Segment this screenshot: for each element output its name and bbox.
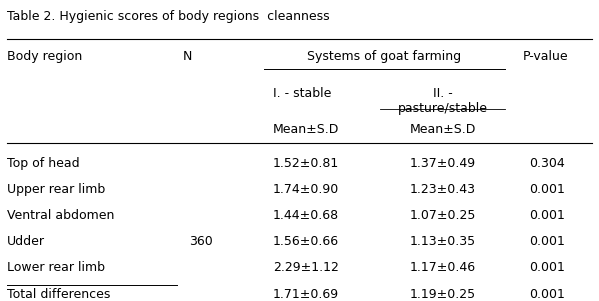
Text: 0.304: 0.304: [529, 157, 565, 170]
Text: 0.001: 0.001: [529, 183, 565, 196]
Text: Udder: Udder: [7, 235, 46, 248]
Text: 1.74±0.90: 1.74±0.90: [273, 183, 339, 196]
Text: Total differences: Total differences: [7, 287, 111, 301]
Text: 1.71±0.69: 1.71±0.69: [273, 287, 339, 301]
Text: 0.001: 0.001: [529, 209, 565, 222]
Text: 1.37±0.49: 1.37±0.49: [410, 157, 476, 170]
Text: 360: 360: [189, 235, 213, 248]
Text: 0.001: 0.001: [529, 235, 565, 248]
Text: II. -
pasture/stable: II. - pasture/stable: [398, 87, 488, 115]
Text: 0.001: 0.001: [529, 262, 565, 275]
Text: Lower rear limb: Lower rear limb: [7, 262, 105, 275]
Text: Systems of goat farming: Systems of goat farming: [307, 51, 461, 64]
Text: P-value: P-value: [523, 51, 568, 64]
Text: 2.29±1.12: 2.29±1.12: [273, 262, 338, 275]
Text: N: N: [183, 51, 193, 64]
Text: Ventral abdomen: Ventral abdomen: [7, 209, 115, 222]
Text: 1.23±0.43: 1.23±0.43: [410, 183, 476, 196]
Text: 1.52±0.81: 1.52±0.81: [273, 157, 339, 170]
Text: I. - stable: I. - stable: [273, 87, 331, 100]
Text: 0.001: 0.001: [529, 287, 565, 301]
Text: 1.19±0.25: 1.19±0.25: [410, 287, 476, 301]
Text: Upper rear limb: Upper rear limb: [7, 183, 105, 196]
Text: 1.44±0.68: 1.44±0.68: [273, 209, 339, 222]
Text: Top of head: Top of head: [7, 157, 80, 170]
Text: 1.17±0.46: 1.17±0.46: [410, 262, 476, 275]
Text: 1.56±0.66: 1.56±0.66: [273, 235, 339, 248]
Text: Mean±S.D: Mean±S.D: [273, 123, 339, 136]
Text: Mean±S.D: Mean±S.D: [409, 123, 476, 136]
Text: 1.07±0.25: 1.07±0.25: [409, 209, 476, 222]
Text: Table 2. Hygienic scores of body regions  cleanness: Table 2. Hygienic scores of body regions…: [7, 10, 330, 23]
Text: 1.13±0.35: 1.13±0.35: [410, 235, 476, 248]
Text: Body region: Body region: [7, 51, 83, 64]
